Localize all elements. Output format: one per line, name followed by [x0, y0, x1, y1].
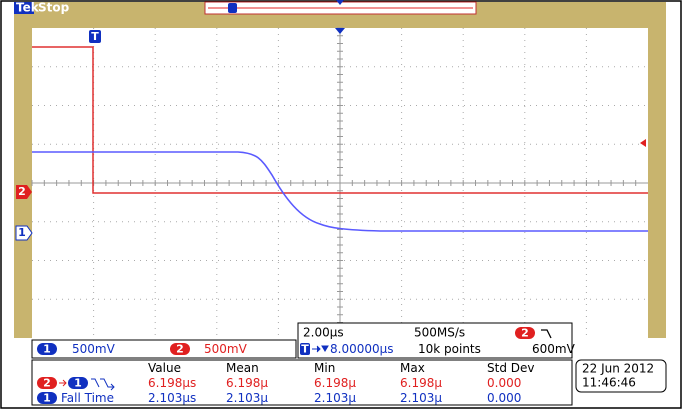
- measurement-value: 0.000: [487, 391, 521, 405]
- brand: Tek: [16, 1, 40, 15]
- measurement-table: 2 1 1 Fall Time Value Mean Min Max Std Dev 6.…: [37, 361, 534, 405]
- column-header: Max: [400, 361, 425, 375]
- row1-from-channel: 2: [43, 377, 51, 390]
- trigger-channel-badge: [515, 327, 535, 339]
- measurement-value: 2.103µ: [226, 391, 268, 405]
- record-center-marker: [336, 0, 344, 5]
- row2-badge: [37, 392, 57, 404]
- row2-label: Fall Time: [61, 391, 114, 405]
- grid: [31, 27, 648, 339]
- left-margin: [14, 14, 32, 338]
- column-header: Mean: [226, 361, 259, 375]
- trigger-marker: [89, 30, 101, 43]
- measurement-box: [31, 359, 573, 406]
- ch1-marker: [15, 225, 33, 241]
- row1-arrow: [59, 379, 67, 387]
- measurement-value: 2.103µ: [314, 391, 356, 405]
- record-trigger-icon: [228, 3, 237, 13]
- ch1-trace: [32, 151, 648, 232]
- brand-box: [14, 2, 34, 14]
- ch1-marker-label: 1: [18, 226, 26, 239]
- trigger-level-marker: [640, 139, 646, 147]
- date: 22 Jun 2012: [582, 362, 654, 376]
- clock-box: [575, 359, 667, 393]
- row2-channel: 1: [43, 392, 51, 405]
- channel-box: [31, 339, 297, 359]
- trigger-channel: 2: [521, 327, 529, 340]
- row1-to-badge: [68, 377, 88, 389]
- record-length: 10k points: [418, 342, 481, 356]
- ch1-badge: [37, 343, 57, 355]
- measurement-value: 6.198µs: [148, 376, 196, 390]
- ch2-badge: [170, 343, 190, 355]
- right-margin: [648, 14, 666, 338]
- trigger-offset-icon: [300, 343, 310, 355]
- trigger-offset-marker: T: [301, 343, 309, 356]
- row1-to-channel: 1: [74, 377, 82, 390]
- measurement-value: 6.198µ: [400, 376, 442, 390]
- ch2-marker: [16, 185, 32, 199]
- column-header: Value: [148, 361, 181, 375]
- ch2-scale: 500mV: [204, 342, 248, 356]
- column-header: Std Dev: [487, 361, 534, 375]
- run-state: Stop: [38, 1, 70, 15]
- measurement-value: 2.103µ: [400, 391, 442, 405]
- ch2-marker-label: 2: [18, 185, 26, 198]
- ch1-scale: 500mV: [72, 342, 116, 356]
- trigger-slope-icon: [541, 329, 552, 339]
- time-scale: 2.00µs: [303, 326, 344, 340]
- ch1-number: 1: [43, 343, 51, 356]
- measurement-value: 0.000: [487, 376, 521, 390]
- measurement-value: 2.103µs: [148, 391, 196, 405]
- trigger-position: 8.00000µs: [330, 342, 394, 356]
- column-header: Min: [314, 361, 335, 375]
- row1-from-badge: [37, 377, 57, 389]
- ch2-number: 2: [176, 343, 184, 356]
- row1-edge-icon: [91, 378, 115, 391]
- measurement-value: 6.198µ: [314, 376, 356, 390]
- trigger-level: 600mV: [532, 342, 576, 356]
- trigger-offset-arrow: [312, 345, 329, 353]
- measurement-value: 6.198µ: [226, 376, 268, 390]
- sample-rate: 500MS/s: [414, 326, 465, 340]
- trigger-position-marker: [335, 28, 345, 34]
- trigger-marker-label: T: [91, 30, 99, 43]
- time: 11:46:46: [582, 376, 636, 390]
- top-margin: [32, 14, 648, 28]
